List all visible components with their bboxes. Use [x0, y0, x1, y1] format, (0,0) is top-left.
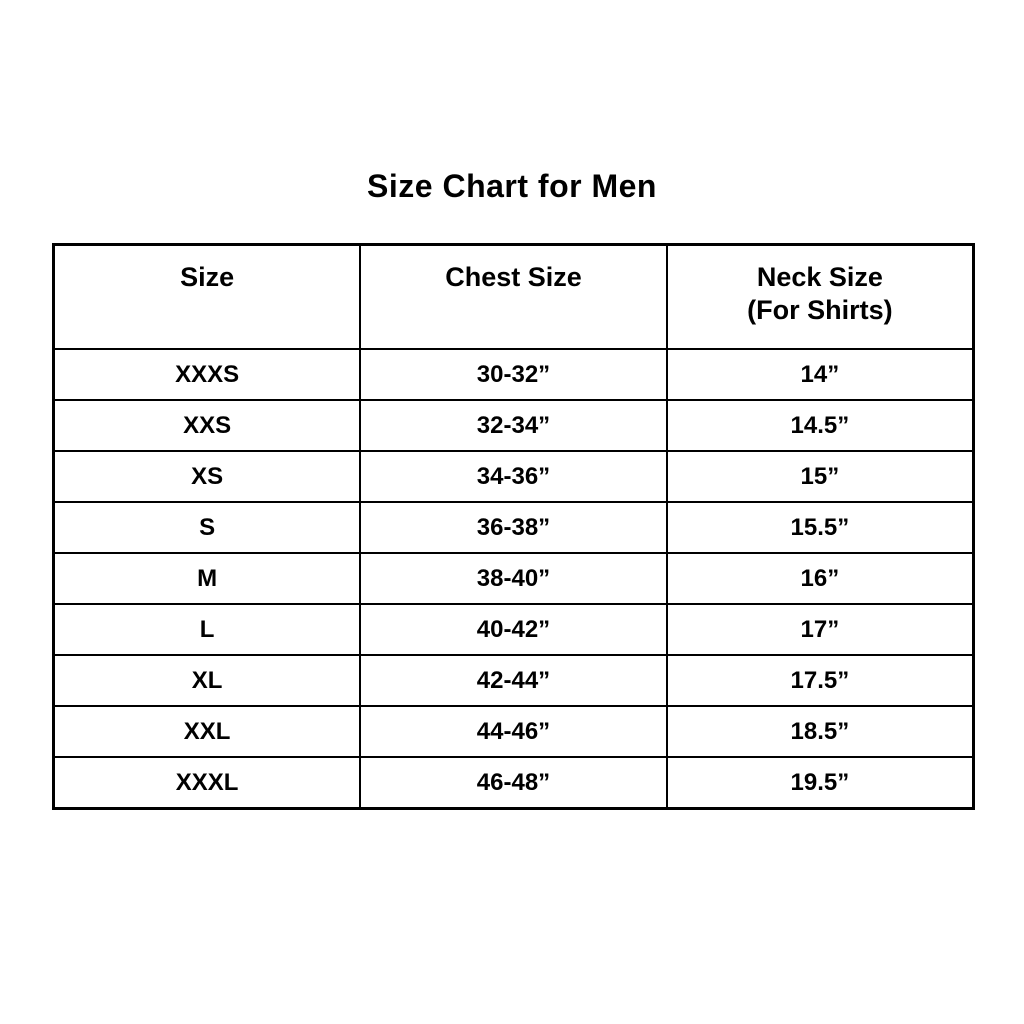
table-row: XXL 44-46” 18.5”: [52, 705, 975, 758]
column-header-label: Size: [180, 262, 235, 292]
neck-size-cell: 17.5”: [665, 654, 975, 707]
size-cell: XXXL: [52, 756, 362, 810]
column-header-chest-size: Chest Size: [359, 243, 668, 350]
size-cell: XS: [52, 450, 362, 503]
table-row: M 38-40” 16”: [52, 552, 975, 605]
size-cell: L: [52, 603, 362, 656]
neck-size-cell: 17”: [665, 603, 975, 656]
size-chart-body: XXXS 30-32” 14” XXS 32-34” 14.5” XS 34-36” 15” S 3…: [52, 348, 975, 810]
chest-size-cell: 38-40”: [359, 552, 668, 605]
size-cell: XL: [52, 654, 362, 707]
chest-size-cell: 30-32”: [359, 348, 668, 401]
size-cell: S: [52, 501, 362, 554]
column-header-label: Neck Size: [756, 262, 883, 292]
chest-size-cell: 44-46”: [359, 705, 668, 758]
page-title: Size Chart for Men: [367, 168, 657, 204]
header-row: Size Chest Size Neck Size (For Shirts): [52, 243, 975, 350]
size-chart-header: Size Chest Size Neck Size (For Shirts): [52, 243, 975, 350]
size-cell: M: [52, 552, 362, 605]
chest-size-cell: 32-34”: [359, 399, 668, 452]
chest-size-cell: 34-36”: [359, 450, 668, 503]
size-cell: XXL: [52, 705, 362, 758]
neck-size-cell: 15”: [665, 450, 975, 503]
column-header-neck-size: Neck Size (For Shirts): [665, 243, 975, 350]
column-header-size: Size: [52, 243, 362, 350]
chest-size-cell: 36-38”: [359, 501, 668, 554]
size-cell: XXS: [52, 399, 362, 452]
chest-size-cell: 42-44”: [359, 654, 668, 707]
table-row: XXXS 30-32” 14”: [52, 348, 975, 401]
column-header-label: Chest Size: [445, 262, 582, 292]
table-row: XXS 32-34” 14.5”: [52, 399, 975, 452]
table-row: S 36-38” 15.5”: [52, 501, 975, 554]
size-cell: XXXS: [52, 348, 362, 401]
neck-size-cell: 19.5”: [665, 756, 975, 810]
table-row: XS 34-36” 15”: [52, 450, 975, 503]
neck-size-cell: 18.5”: [665, 705, 975, 758]
table-row: L 40-42” 17”: [52, 603, 975, 656]
chest-size-cell: 40-42”: [359, 603, 668, 656]
chest-size-cell: 46-48”: [359, 756, 668, 810]
table-row: XL 42-44” 17.5”: [52, 654, 975, 707]
size-chart-table: Size Chest Size Neck Size (For Shirts) X…: [52, 243, 975, 810]
neck-size-cell: 14.5”: [665, 399, 975, 452]
table-row: XXXL 46-48” 19.5”: [52, 756, 975, 810]
neck-size-cell: 14”: [665, 348, 975, 401]
neck-size-cell: 15.5”: [665, 501, 975, 554]
neck-size-cell: 16”: [665, 552, 975, 605]
column-header-sublabel: (For Shirts): [747, 295, 893, 325]
